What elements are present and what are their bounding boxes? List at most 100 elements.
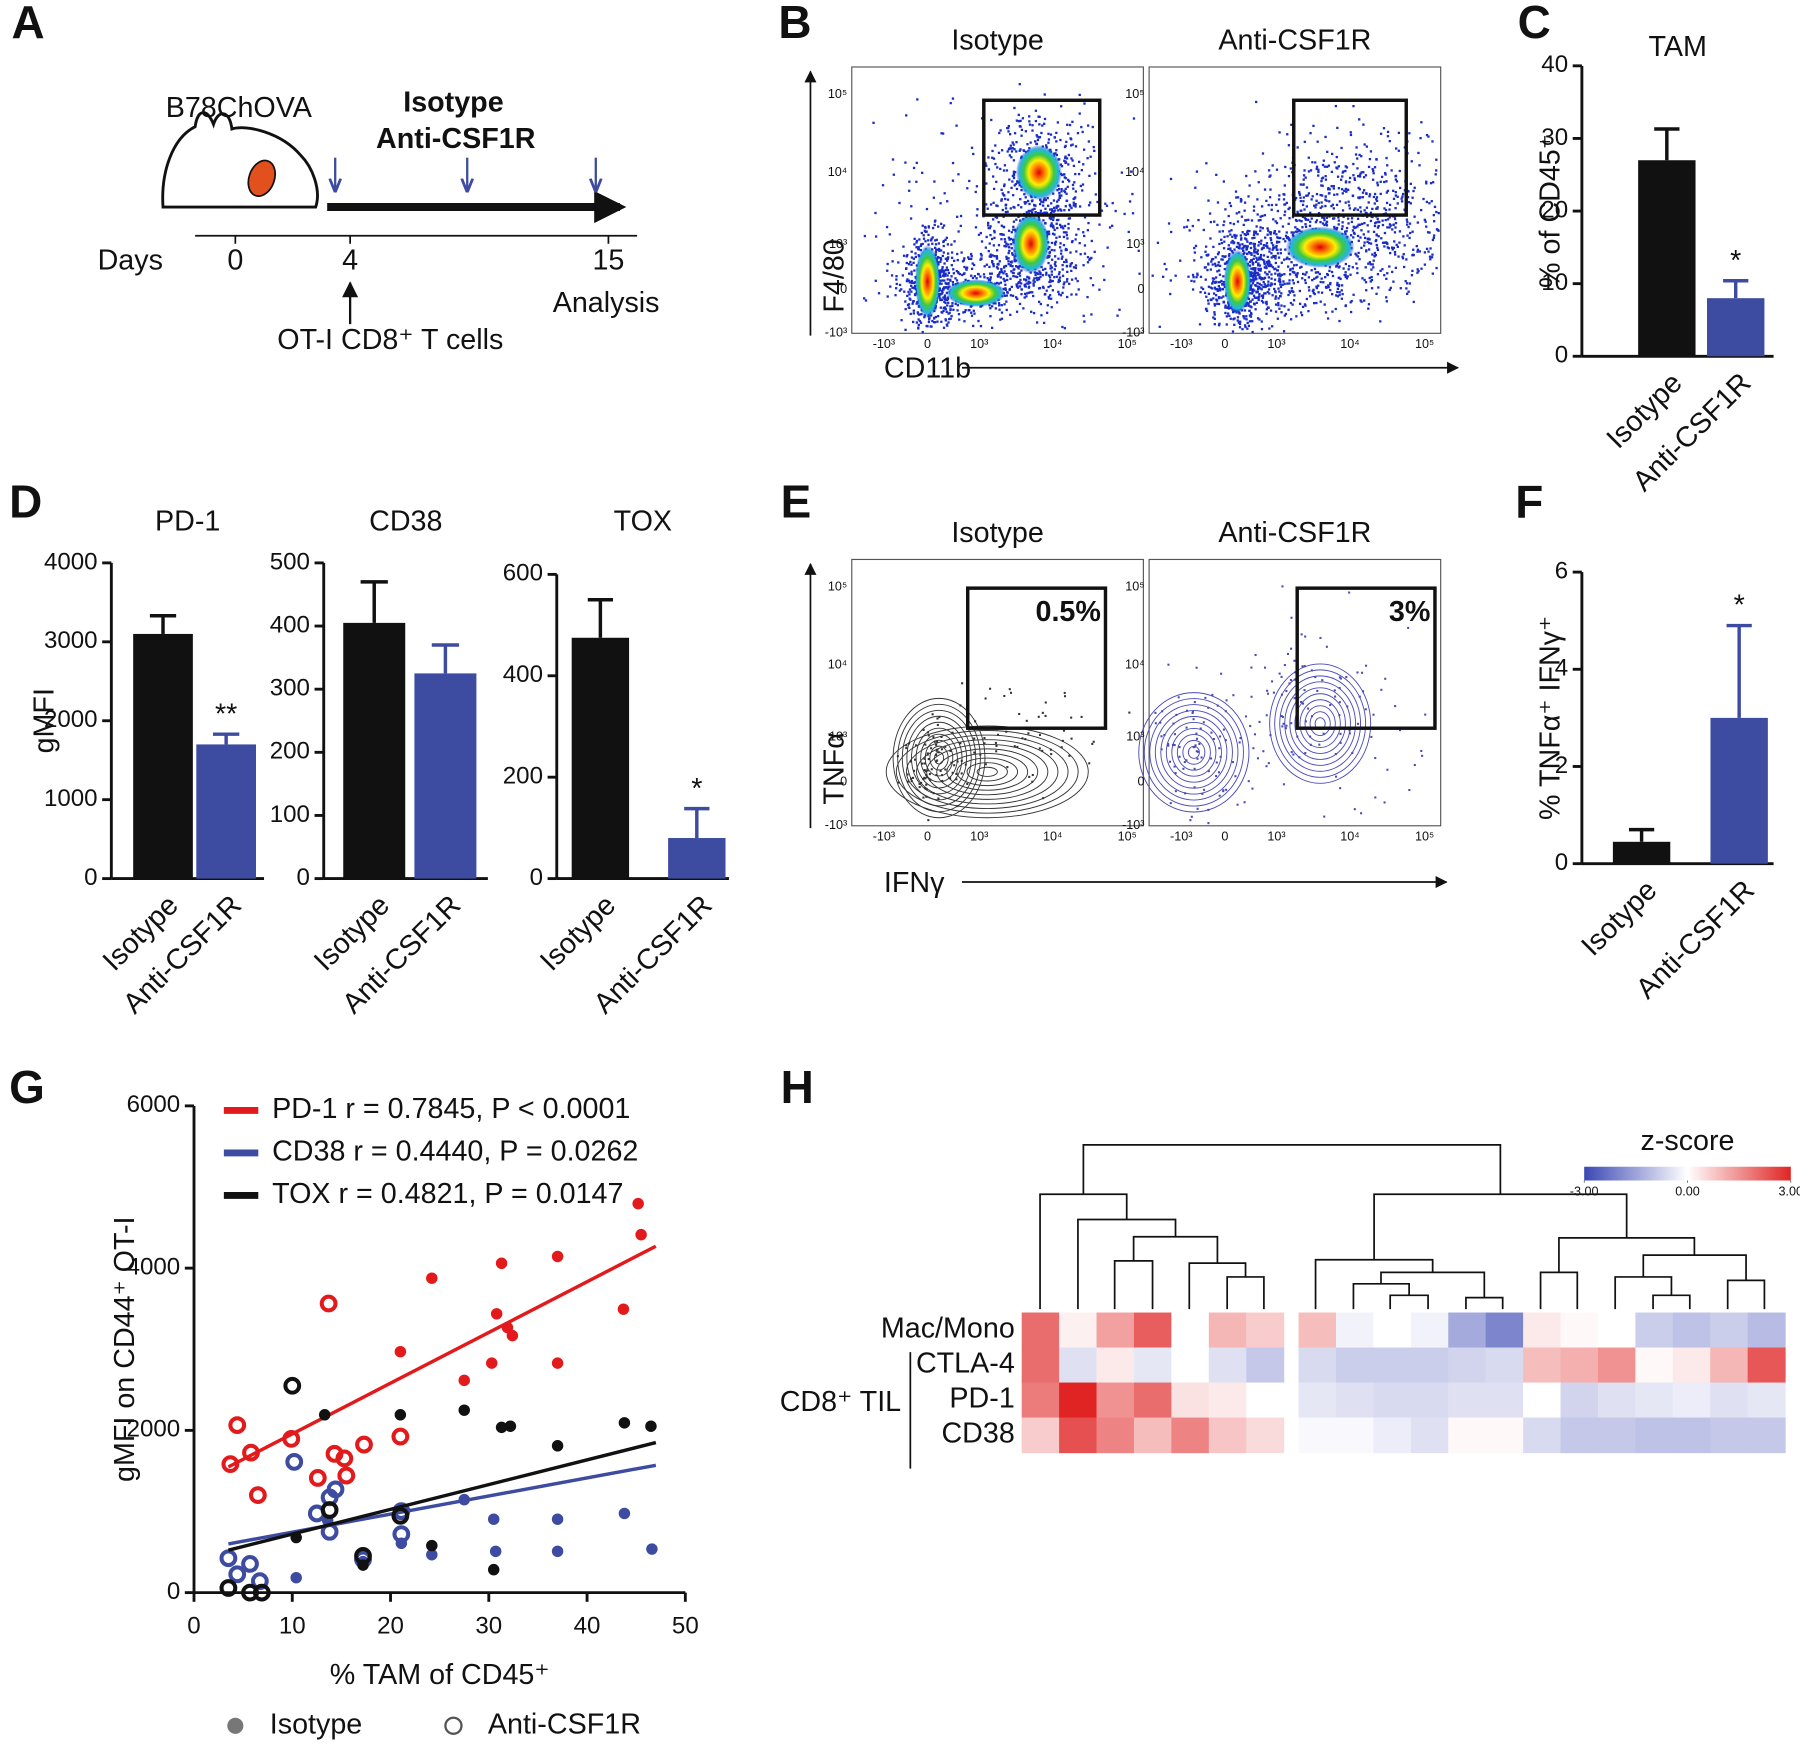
event-dot bbox=[1259, 230, 1261, 232]
event-dot bbox=[1154, 712, 1156, 714]
event-dot bbox=[1356, 671, 1358, 673]
event-dot bbox=[958, 313, 960, 315]
treatment-label: Isotype bbox=[403, 86, 503, 118]
event-dot bbox=[990, 119, 992, 121]
event-dot bbox=[1333, 185, 1335, 187]
panel-label: G bbox=[9, 1061, 45, 1113]
event-dot bbox=[1034, 274, 1036, 276]
event-dot bbox=[941, 311, 943, 313]
event-dot bbox=[1271, 256, 1273, 258]
event-dot bbox=[998, 304, 1000, 306]
event-dot bbox=[913, 269, 915, 271]
event-dot bbox=[1213, 292, 1215, 294]
event-dot bbox=[961, 274, 963, 276]
event-dot bbox=[1047, 304, 1049, 306]
event-dot bbox=[1329, 704, 1331, 706]
event-dot bbox=[1367, 307, 1369, 309]
event-dot bbox=[1342, 192, 1344, 194]
event-dot bbox=[998, 302, 1000, 304]
event-dot bbox=[1019, 303, 1021, 305]
event-dot bbox=[1394, 226, 1396, 228]
event-dot bbox=[1277, 318, 1279, 320]
event-dot bbox=[951, 251, 953, 253]
event-dot bbox=[1386, 164, 1388, 166]
event-dot bbox=[1363, 222, 1365, 224]
event-dot bbox=[953, 240, 955, 242]
event-dot bbox=[1264, 667, 1266, 669]
event-dot bbox=[1391, 228, 1393, 230]
event-dot bbox=[1034, 211, 1036, 213]
event-dot bbox=[892, 158, 894, 160]
flow-tick-label: 10⁵ bbox=[828, 579, 847, 593]
event-dot bbox=[1359, 206, 1361, 208]
event-dot bbox=[1367, 224, 1369, 226]
event-dot bbox=[1337, 288, 1339, 290]
event-dot bbox=[975, 277, 977, 279]
event-dot bbox=[1317, 141, 1319, 143]
event-dot bbox=[1250, 667, 1252, 669]
heat-cell bbox=[1598, 1348, 1636, 1384]
panel-label: A bbox=[11, 0, 44, 48]
event-dot bbox=[1292, 291, 1294, 293]
event-dot bbox=[1377, 221, 1379, 223]
flow-x-label: CD11b bbox=[884, 353, 971, 385]
event-dot bbox=[991, 150, 993, 152]
event-dot bbox=[1072, 184, 1074, 186]
event-dot bbox=[1007, 150, 1009, 152]
event-dot bbox=[1309, 221, 1311, 223]
panel-label: E bbox=[781, 476, 812, 528]
event-dot bbox=[942, 289, 944, 291]
event-dot bbox=[1357, 218, 1359, 220]
event-dot bbox=[1218, 230, 1220, 232]
event-dot bbox=[1232, 694, 1234, 696]
event-dot bbox=[1005, 273, 1007, 275]
event-dot bbox=[1240, 238, 1242, 240]
event-dot bbox=[1073, 266, 1075, 268]
event-dot bbox=[943, 270, 945, 272]
event-dot bbox=[1189, 229, 1191, 231]
event-dot bbox=[994, 163, 996, 165]
event-dot bbox=[927, 234, 929, 236]
event-dot bbox=[1251, 219, 1253, 221]
event-dot bbox=[1385, 278, 1387, 280]
event-dot bbox=[1078, 288, 1080, 290]
event-dot bbox=[1197, 219, 1199, 221]
event-dot bbox=[1259, 226, 1261, 228]
event-dot bbox=[1048, 297, 1050, 299]
event-dot bbox=[1385, 180, 1387, 182]
event-dot bbox=[997, 267, 999, 269]
event-dot bbox=[1353, 233, 1355, 235]
y-tick-label: 200 bbox=[503, 763, 543, 790]
event-dot bbox=[904, 161, 906, 163]
event-dot bbox=[891, 260, 893, 262]
point bbox=[496, 1422, 507, 1433]
y-tick-label: 600 bbox=[503, 560, 543, 587]
event-dot bbox=[993, 255, 995, 257]
event-dot bbox=[933, 180, 935, 182]
event-dot bbox=[1059, 139, 1061, 141]
event-dot bbox=[1281, 262, 1283, 264]
heat-cell bbox=[1486, 1348, 1524, 1384]
event-dot bbox=[1273, 692, 1275, 694]
event-dot bbox=[983, 276, 985, 278]
event-dot bbox=[995, 750, 997, 752]
event-dot bbox=[1214, 288, 1216, 290]
event-dot bbox=[1328, 200, 1330, 202]
event-dot bbox=[1316, 276, 1318, 278]
event-dot bbox=[973, 738, 975, 740]
density-blob bbox=[1013, 214, 1050, 274]
event-dot bbox=[1202, 288, 1204, 290]
event-dot bbox=[955, 124, 957, 126]
event-dot bbox=[1262, 297, 1264, 299]
event-dot bbox=[1003, 265, 1005, 267]
event-dot bbox=[1253, 295, 1255, 297]
event-dot bbox=[1352, 105, 1354, 107]
event-dot bbox=[944, 192, 946, 194]
event-dot bbox=[1081, 716, 1083, 718]
event-dot bbox=[1019, 198, 1021, 200]
event-dot bbox=[1311, 217, 1313, 219]
event-dot bbox=[1060, 105, 1062, 107]
event-dot bbox=[1205, 308, 1207, 310]
event-dot bbox=[947, 321, 949, 323]
event-dot bbox=[1287, 294, 1289, 296]
